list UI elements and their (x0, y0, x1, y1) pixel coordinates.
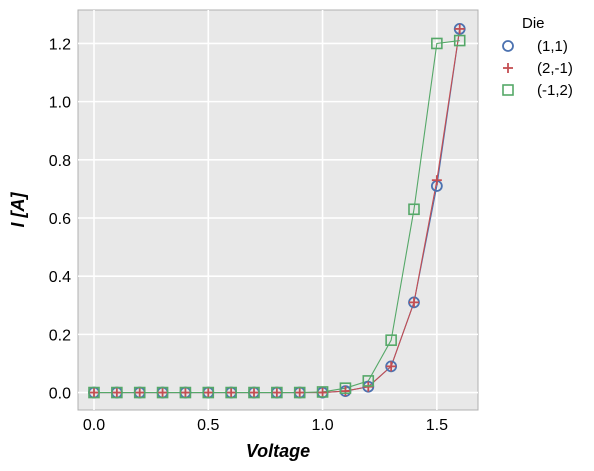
legend-marker-square (502, 84, 514, 96)
legend: Die (1,1) (2,-1) (-1,2) (502, 15, 573, 99)
y-tick-label: 0.8 (49, 153, 71, 170)
data-point-square (225, 386, 237, 399)
data-point-square (385, 334, 397, 346)
data-point-square (339, 382, 352, 394)
data-point-square (202, 386, 215, 399)
data-point-plus (134, 387, 145, 398)
data-point-square (316, 386, 329, 398)
data-point-plus (203, 387, 214, 398)
data-point-plus (111, 387, 122, 398)
legend-title: Die (522, 15, 545, 32)
data-point-plus (454, 23, 465, 34)
data-point-plus (386, 361, 397, 372)
y-tick-label: 0.2 (49, 327, 71, 344)
data-point-plus (271, 387, 282, 398)
x-axis-label: Voltage (246, 441, 310, 461)
plot-background (77, 9, 479, 411)
data-point-plus (340, 386, 351, 397)
data-point-square (271, 386, 283, 399)
data-point-plus (89, 387, 99, 398)
y-tick-labels: 0.0 0.2 0.4 0.6 0.8 1.0 1.2 (49, 36, 71, 402)
data-point-plus (180, 387, 191, 398)
data-point-plus (363, 381, 374, 392)
data-point-square (111, 386, 123, 399)
series-markers (88, 23, 466, 399)
data-point-plus (317, 387, 328, 398)
x-tick-label: 0.0 (83, 417, 105, 434)
data-point-square (453, 34, 466, 47)
data-point-square (179, 386, 192, 399)
y-tick-label: 1.2 (49, 36, 71, 53)
y-tick-label: 0.4 (49, 269, 71, 286)
x-tick-label: 1.5 (426, 417, 448, 434)
legend-item-label: (1,1) (537, 38, 568, 55)
data-point-plus (249, 387, 259, 398)
data-point-plus (226, 387, 237, 398)
legend-item-label: (2,-1) (537, 60, 573, 77)
legend-marker-circle (502, 40, 514, 52)
x-tick-labels: 0.0 0.5 1.0 1.5 (83, 417, 448, 434)
data-point-plus (409, 297, 419, 308)
legend-item-label: (-1,2) (537, 82, 573, 99)
data-point-square (248, 386, 260, 399)
y-tick-label: 1.0 (49, 95, 71, 112)
y-tick-label: 0.0 (49, 386, 71, 403)
x-tick-label: 1.0 (311, 417, 333, 434)
x-tick-label: 0.5 (197, 417, 219, 434)
data-point-square (293, 386, 306, 399)
data-point-plus (294, 387, 305, 398)
y-axis-label: I [A] (8, 192, 28, 228)
data-point-plus (431, 175, 442, 186)
data-point-square (156, 386, 169, 399)
y-tick-label: 0.6 (49, 211, 71, 228)
data-point-square (133, 386, 146, 399)
data-point-plus (157, 387, 168, 398)
legend-marker-plus (503, 63, 513, 73)
data-point-square (88, 386, 100, 399)
data-point-square (408, 203, 420, 216)
data-point-square (362, 375, 375, 387)
data-point-square (431, 37, 443, 50)
